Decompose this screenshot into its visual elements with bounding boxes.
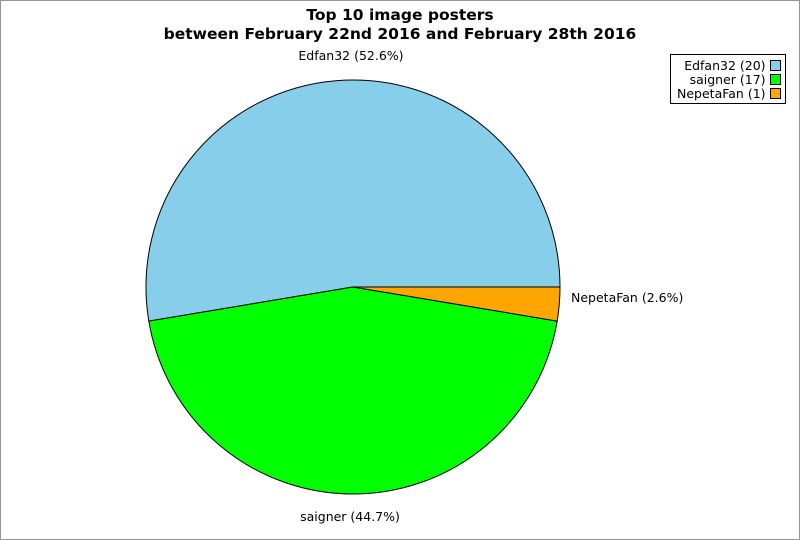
legend-item-saigner[interactable]: saigner (17) — [677, 71, 781, 87]
page-title: Top 10 image posters between February 22… — [1, 6, 799, 44]
legend-label-edfan32: Edfan32 (20) — [684, 57, 766, 73]
slice-label-edfan32: Edfan32 (52.6%) — [298, 48, 404, 63]
slice-label-saigner: saigner (44.7%) — [300, 509, 400, 524]
legend-label-saigner: saigner (17) — [689, 71, 766, 87]
legend-item-nepetafan[interactable]: NepetaFan (1) — [677, 85, 781, 101]
legend-swatch-saigner — [769, 73, 781, 85]
pie-slice-group — [145, 79, 561, 495]
legend-swatch-edfan32 — [769, 59, 781, 71]
title-line-1: Top 10 image posters — [306, 6, 494, 24]
pie-slice-edfan32[interactable] — [145, 79, 561, 322]
legend: Edfan32 (20) saigner (17) NepetaFan (1) — [670, 54, 786, 104]
title-line-2: between February 22nd 2016 and February … — [163, 25, 637, 43]
legend-label-nepetafan: NepetaFan (1) — [677, 85, 766, 101]
legend-swatch-nepetafan — [769, 87, 781, 99]
pie-slice-saigner[interactable] — [148, 286, 558, 495]
slice-label-nepetafan: NepetaFan (2.6%) — [571, 290, 684, 305]
pie-slice-nepetafan[interactable] — [352, 286, 561, 322]
legend-item-edfan32[interactable]: Edfan32 (20) — [677, 57, 781, 73]
